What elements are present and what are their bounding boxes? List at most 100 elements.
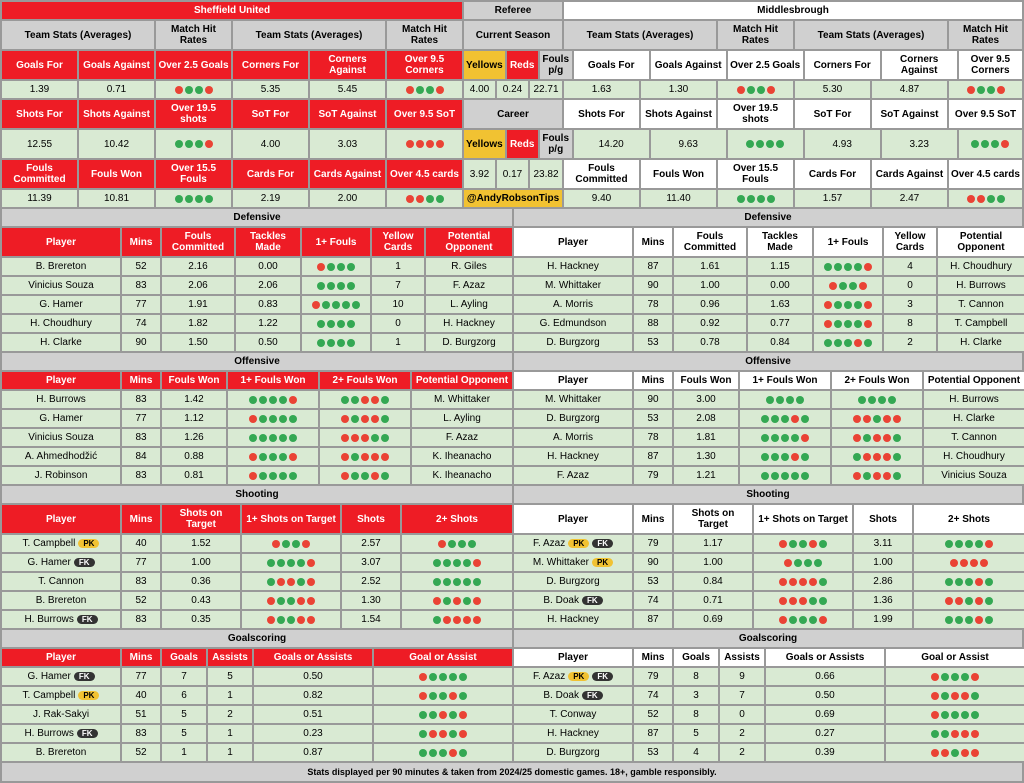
player-cell: 1.50 — [161, 333, 235, 352]
player-cell: 90 — [633, 390, 673, 409]
player-cell: 1.63 — [747, 295, 813, 314]
col-header: 2+ Fouls Won — [831, 371, 923, 390]
player-row: M. WhittakerPK901.001.00 — [513, 553, 1024, 572]
player-row: M. Whittaker903.00H. Burrows — [513, 390, 1024, 409]
player-cell: 1.21 — [673, 466, 739, 485]
col-header: Yellow Cards — [371, 227, 425, 257]
player-cell — [831, 428, 923, 447]
section-side: PlayerMinsFouls Won1+ Fouls Won2+ Fouls … — [513, 371, 1024, 485]
stat-label: Goals Against — [78, 50, 155, 80]
stat-value: 9.63 — [650, 129, 727, 159]
player-row: T. CampbellPK401.522.57 — [1, 534, 513, 553]
pk-badge: PK — [568, 539, 589, 548]
section-title-row: ShootingShooting — [1, 485, 1023, 504]
player-cell: 0.71 — [673, 591, 753, 610]
player-cell — [831, 390, 923, 409]
ref-fouls-label: Fouls p/g — [539, 50, 573, 80]
section-title: Goalscoring — [1, 629, 513, 648]
player-cell — [813, 314, 883, 333]
section-body: PlayerMinsGoalsAssistsGoals or AssistsGo… — [1, 648, 1023, 762]
player-row: H. BurrowsFK83510.23 — [1, 724, 513, 743]
stat-value: 5.45 — [309, 80, 386, 99]
col-header: Potential Opponent — [937, 227, 1024, 257]
stat-label: Corners Against — [309, 50, 386, 80]
ref-val: 23.82 — [529, 159, 563, 189]
player-cell: 0.50 — [765, 686, 885, 705]
player-cell: 40 — [121, 686, 161, 705]
stat-label: Over 15.5 Fouls — [155, 159, 232, 189]
player-cell: 87 — [633, 257, 673, 276]
player-cell: 1.91 — [161, 295, 235, 314]
stat-value: 10.81 — [78, 189, 155, 208]
player-cell — [753, 610, 853, 629]
col-header: Player — [1, 648, 121, 667]
stat-label: Over 19.5 shots — [155, 99, 232, 129]
section-title: Offensive — [1, 352, 513, 371]
pk-badge: PK — [568, 672, 589, 681]
player-cell: J. Rak-Sakyi — [1, 705, 121, 724]
player-cell: T. Conway — [513, 705, 633, 724]
player-cell: D. Burgzorg — [513, 572, 633, 591]
player-cell: 1 — [371, 333, 425, 352]
stat-value — [717, 80, 794, 99]
stat-label: Goals For — [573, 50, 650, 80]
player-cell: Vinicius Souza — [1, 428, 121, 447]
fk-badge: FK — [592, 672, 613, 681]
col-header: Potential Opponent — [425, 227, 513, 257]
player-cell: H. Hackney — [425, 314, 513, 333]
stat-label: Over 19.5 shots — [717, 99, 794, 129]
player-cell: F. Azaz — [425, 276, 513, 295]
player-cell: H. BurrowsFK — [1, 610, 121, 629]
player-cell: 3.11 — [853, 534, 913, 553]
section-side: PlayerMinsGoalsAssistsGoals or AssistsGo… — [513, 648, 1024, 762]
player-cell — [831, 409, 923, 428]
col-header: Player — [513, 504, 633, 534]
player-cell — [913, 553, 1024, 572]
player-cell — [319, 466, 411, 485]
home-team-name: Sheffield United — [1, 1, 463, 20]
stat-label: Over 4.5 cards — [386, 159, 463, 189]
player-cell — [319, 409, 411, 428]
player-cell: Vinicius Souza — [1, 276, 121, 295]
player-row: Vinicius Souza832.062.067F. Azaz — [1, 276, 513, 295]
stat-value: 5.35 — [232, 80, 309, 99]
stat-label: Over 9.5 Corners — [386, 50, 463, 80]
stat-value — [386, 80, 463, 99]
section-col-header: PlayerMinsShots on Target1+ Shots on Tar… — [513, 504, 1024, 534]
stat-label: SoT For — [232, 99, 309, 129]
stat-value: 1.57 — [794, 189, 871, 208]
col-header: Assists — [719, 648, 765, 667]
player-cell: 2.08 — [673, 409, 739, 428]
col-header: 2+ Shots — [401, 504, 513, 534]
player-cell — [301, 257, 371, 276]
col-header: Mins — [121, 227, 161, 257]
section-side: PlayerMinsShots on Target1+ Shots on Tar… — [1, 504, 513, 629]
player-cell: 1 — [161, 743, 207, 762]
player-cell — [739, 390, 831, 409]
stat-label: Corners For — [804, 50, 881, 80]
player-cell: 0.36 — [161, 572, 241, 591]
player-cell: 9 — [719, 667, 765, 686]
player-cell — [319, 390, 411, 409]
section-side: PlayerMinsGoalsAssistsGoals or AssistsGo… — [1, 648, 513, 762]
col-header: Mins — [633, 648, 673, 667]
player-cell: 0.35 — [161, 610, 241, 629]
player-row: T. Cannon830.362.52 — [1, 572, 513, 591]
player-cell: T. Cannon — [1, 572, 121, 591]
player-row: T. CampbellPK40610.82 — [1, 686, 513, 705]
stat-label: Cards For — [232, 159, 309, 189]
player-cell: 1 — [207, 743, 253, 762]
player-cell: 74 — [633, 591, 673, 610]
ref-val: 3.92 — [463, 159, 496, 189]
stat-value: 11.39 — [1, 189, 78, 208]
fk-badge: FK — [77, 729, 98, 738]
player-cell: 83 — [121, 610, 161, 629]
player-row: H. Hackney87520.27 — [513, 724, 1024, 743]
player-row: G. Hamer771.910.8310L. Ayling — [1, 295, 513, 314]
player-cell: 0.83 — [235, 295, 301, 314]
player-cell: F. AzazPKFK — [513, 667, 633, 686]
team-stats-block: Goals ForGoals AgainstOver 2.5 GoalsCorn… — [1, 50, 1023, 208]
stat-label: Fouls Committed — [1, 159, 78, 189]
col-header: Mins — [121, 504, 161, 534]
player-cell — [373, 705, 513, 724]
